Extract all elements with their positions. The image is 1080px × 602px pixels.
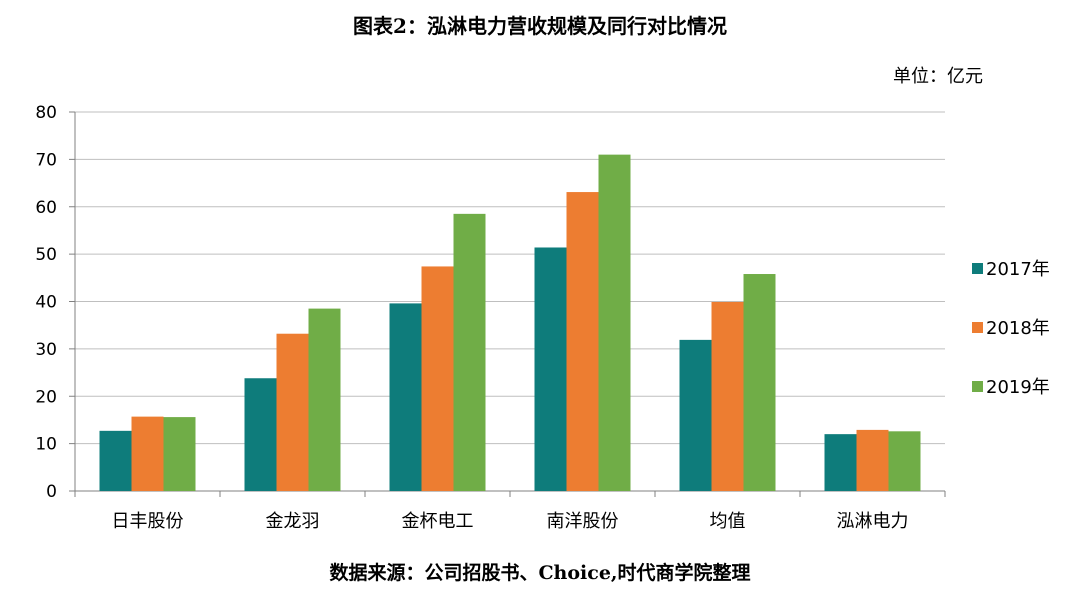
legend-item-2019: 2019年	[972, 373, 1050, 399]
y-tick-label: 20	[35, 387, 57, 407]
y-tick-label: 60	[35, 198, 57, 218]
y-tick-label: 0	[46, 482, 57, 502]
bar	[566, 192, 599, 491]
x-tick-label: 金杯电工	[402, 511, 474, 532]
x-tick-label: 金龙羽	[266, 511, 320, 532]
bar	[163, 417, 196, 491]
legend-swatch-2017	[972, 262, 983, 274]
bar	[679, 339, 712, 491]
bar	[308, 308, 341, 491]
y-tick-label: 40	[35, 293, 57, 313]
bar	[131, 416, 164, 491]
bar	[453, 213, 486, 491]
legend-label-2018: 2018年	[986, 318, 1050, 339]
bar	[244, 378, 277, 491]
bar	[276, 333, 309, 491]
bar	[99, 430, 132, 491]
bar	[421, 266, 454, 491]
y-tick-label: 50	[35, 245, 57, 265]
bar	[389, 303, 422, 491]
bar	[824, 434, 857, 491]
y-tick-label: 70	[35, 150, 57, 170]
y-tick-label: 30	[35, 340, 57, 360]
legend-item-2017: 2017年	[972, 255, 1050, 281]
x-tick-label: 均值	[710, 511, 746, 532]
bar	[856, 429, 889, 491]
legend-label-2019: 2019年	[986, 377, 1050, 398]
legend-item-2018: 2018年	[972, 314, 1050, 340]
legend-swatch-2019	[972, 380, 983, 392]
y-tick-label: 10	[35, 435, 57, 455]
unit-label: 单位：亿元	[893, 66, 983, 87]
source-note: 数据来源：公司招股书、Choice,时代商学院整理	[329, 562, 751, 584]
bar	[711, 301, 744, 491]
legend-label-2017: 2017年	[986, 259, 1050, 280]
y-tick-label: 80	[35, 103, 57, 123]
bar	[534, 247, 567, 491]
bar	[888, 431, 921, 491]
bar	[598, 154, 631, 491]
chart-title: 图表2：泓淋电力营收规模及同行对比情况	[353, 14, 727, 38]
x-tick-label: 南洋股份	[547, 511, 619, 532]
x-tick-label: 日丰股份	[112, 511, 184, 532]
x-tick-label: 泓淋电力	[837, 511, 909, 532]
legend-swatch-2018	[972, 321, 983, 333]
bar	[743, 274, 776, 491]
